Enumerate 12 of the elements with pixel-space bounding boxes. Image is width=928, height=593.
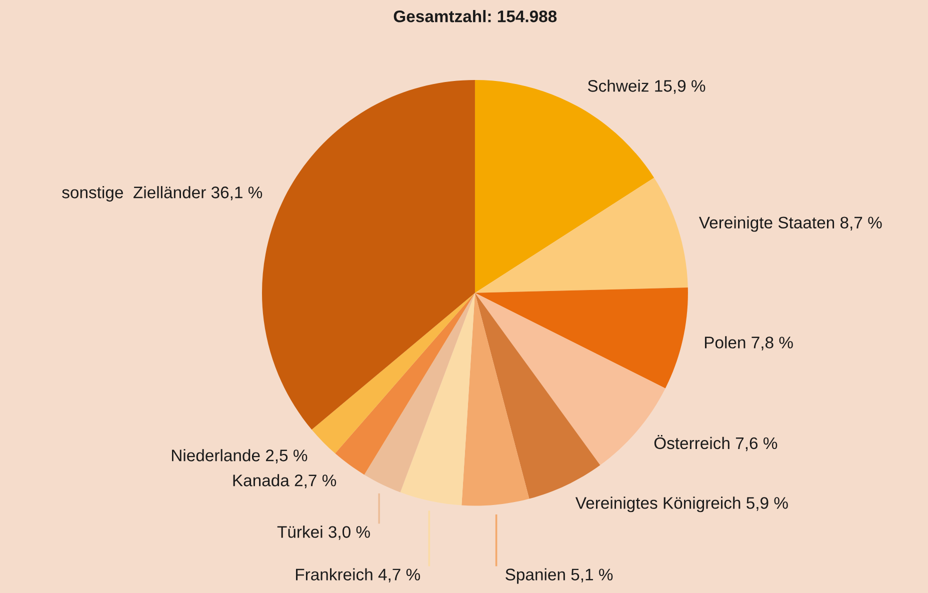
slice-label: Niederlande 2,5 %: [172, 449, 308, 464]
slice-label: Kanada 2,7 %: [233, 474, 336, 488]
slice-label: Vereinigte Staaten 8,7 %: [698, 216, 882, 232]
slice-label: Schweiz 15,9 %: [588, 80, 706, 94]
slice-label: Vereinigtes Königreich 5,9 %: [575, 496, 788, 512]
slice-label: Frankreich 4,7 %: [296, 568, 420, 582]
slice-label: Türkei 3,0 %: [277, 526, 370, 540]
chart-title: Gesamtzahl: 154.988: [394, 10, 557, 22]
slice-label: Spanien 5,1 %: [506, 568, 613, 584]
slice-label: sonstige Zielländer 36,1 %: [62, 186, 262, 202]
slice-label: Polen 7,8 %: [704, 336, 793, 350]
slice-label: Österreich 7,6 %: [654, 435, 778, 452]
